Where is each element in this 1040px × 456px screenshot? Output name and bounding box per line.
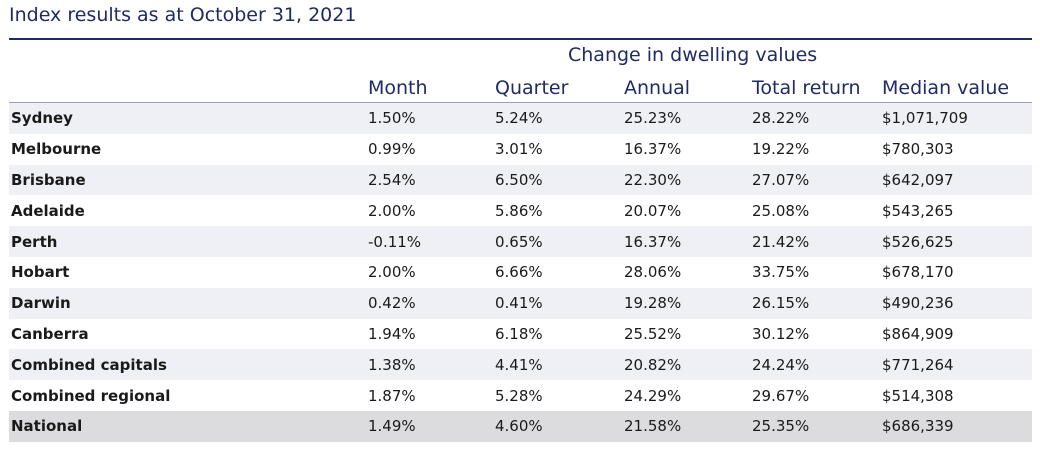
month-value: 1.87% <box>368 386 416 405</box>
quarter-value: 4.60% <box>495 417 543 436</box>
table-row: Sydney 1.50% 5.24% 25.23% 28.22% $1,071,… <box>9 103 1032 134</box>
quarter-value: 6.18% <box>495 324 543 343</box>
title-divider <box>9 38 1032 40</box>
quarter-value: 6.66% <box>495 263 543 282</box>
table-row: Combined capitals 1.38% 4.41% 20.82% 24.… <box>9 349 1032 381</box>
annual-value: 20.07% <box>624 201 682 220</box>
month-value: 1.49% <box>368 417 416 436</box>
month-value: 1.38% <box>368 355 416 374</box>
annual-value: 20.82% <box>624 355 682 374</box>
median-value: $864,909 <box>882 324 954 343</box>
header-divider <box>9 102 1032 103</box>
median-value: $686,339 <box>882 417 954 436</box>
column-header-quarter: Quarter <box>495 77 569 99</box>
total-return-value: 25.08% <box>752 201 810 220</box>
total-return-value: 28.22% <box>752 109 810 128</box>
group-heading: Change in dwelling values <box>568 44 818 66</box>
annual-value: 25.23% <box>624 109 682 128</box>
median-value: $780,303 <box>882 140 954 159</box>
row-name: Melbourne <box>11 140 102 159</box>
row-name: Canberra <box>11 324 89 343</box>
quarter-value: 5.28% <box>495 386 543 405</box>
results-table: Sydney 1.50% 5.24% 25.23% 28.22% $1,071,… <box>9 103 1032 442</box>
row-name: Perth <box>11 232 58 251</box>
row-name: Sydney <box>11 109 73 128</box>
median-value: $526,625 <box>882 232 954 251</box>
table-row: Canberra 1.94% 6.18% 25.52% 30.12% $864,… <box>9 319 1032 350</box>
total-return-value: 19.22% <box>752 140 810 159</box>
page-title: Index results as at October 31, 2021 <box>9 4 357 26</box>
quarter-value: 5.86% <box>495 201 543 220</box>
month-value: 2.54% <box>368 170 416 189</box>
total-return-value: 24.24% <box>752 355 810 374</box>
row-name: Hobart <box>11 263 70 282</box>
row-name: Combined regional <box>11 386 171 405</box>
total-return-value: 27.07% <box>752 170 810 189</box>
median-value: $514,308 <box>882 386 954 405</box>
column-header-median-value: Median value <box>882 77 1010 99</box>
median-value: $771,264 <box>882 355 954 374</box>
table-row: Adelaide 2.00% 5.86% 20.07% 25.08% $543,… <box>9 195 1032 226</box>
row-name: National <box>11 417 83 436</box>
annual-value: 21.58% <box>624 417 682 436</box>
median-value: $678,170 <box>882 263 954 282</box>
month-value: 1.50% <box>368 109 416 128</box>
row-name: Brisbane <box>11 170 86 189</box>
table-row: Hobart 2.00% 6.66% 28.06% 33.75% $678,17… <box>9 257 1032 288</box>
quarter-value: 0.41% <box>495 294 543 313</box>
column-header-month: Month <box>368 77 428 99</box>
quarter-value: 5.24% <box>495 109 543 128</box>
table-row: Brisbane 2.54% 6.50% 22.30% 27.07% $642,… <box>9 164 1032 196</box>
total-return-value: 25.35% <box>752 417 810 436</box>
total-return-value: 26.15% <box>752 294 810 313</box>
total-return-value: 21.42% <box>752 232 810 251</box>
table-row: Melbourne 0.99% 3.01% 16.37% 19.22% $780… <box>9 134 1032 165</box>
quarter-value: 6.50% <box>495 170 543 189</box>
total-return-value: 33.75% <box>752 263 810 282</box>
column-header-annual: Annual <box>624 77 691 99</box>
row-name: Combined capitals <box>11 355 167 374</box>
row-name: Adelaide <box>11 201 85 220</box>
quarter-value: 4.41% <box>495 355 543 374</box>
table-row: Perth -0.11% 0.65% 16.37% 21.42% $526,62… <box>9 226 1032 257</box>
annual-value: 16.37% <box>624 232 682 251</box>
month-value: 0.42% <box>368 294 416 313</box>
annual-value: 24.29% <box>624 386 682 405</box>
table-row-national: National 1.49% 4.60% 21.58% 25.35% $686,… <box>9 410 1032 442</box>
table-row: Darwin 0.42% 0.41% 19.28% 26.15% $490,23… <box>9 287 1032 319</box>
median-value: $1,071,709 <box>882 109 968 128</box>
month-value: -0.11% <box>368 232 422 251</box>
annual-value: 25.52% <box>624 324 682 343</box>
month-value: 1.94% <box>368 324 416 343</box>
month-value: 0.99% <box>368 140 416 159</box>
quarter-value: 3.01% <box>495 140 543 159</box>
annual-value: 16.37% <box>624 140 682 159</box>
row-name: Darwin <box>11 294 71 313</box>
total-return-value: 30.12% <box>752 324 810 343</box>
annual-value: 19.28% <box>624 294 682 313</box>
median-value: $543,265 <box>882 201 954 220</box>
annual-value: 28.06% <box>624 263 682 282</box>
total-return-value: 29.67% <box>752 386 810 405</box>
annual-value: 22.30% <box>624 170 682 189</box>
month-value: 2.00% <box>368 263 416 282</box>
month-value: 2.00% <box>368 201 416 220</box>
table-row: Combined regional 1.87% 5.28% 24.29% 29.… <box>9 380 1032 411</box>
quarter-value: 0.65% <box>495 232 543 251</box>
median-value: $642,097 <box>882 170 954 189</box>
column-header-total-return: Total return <box>752 77 861 99</box>
median-value: $490,236 <box>882 294 954 313</box>
